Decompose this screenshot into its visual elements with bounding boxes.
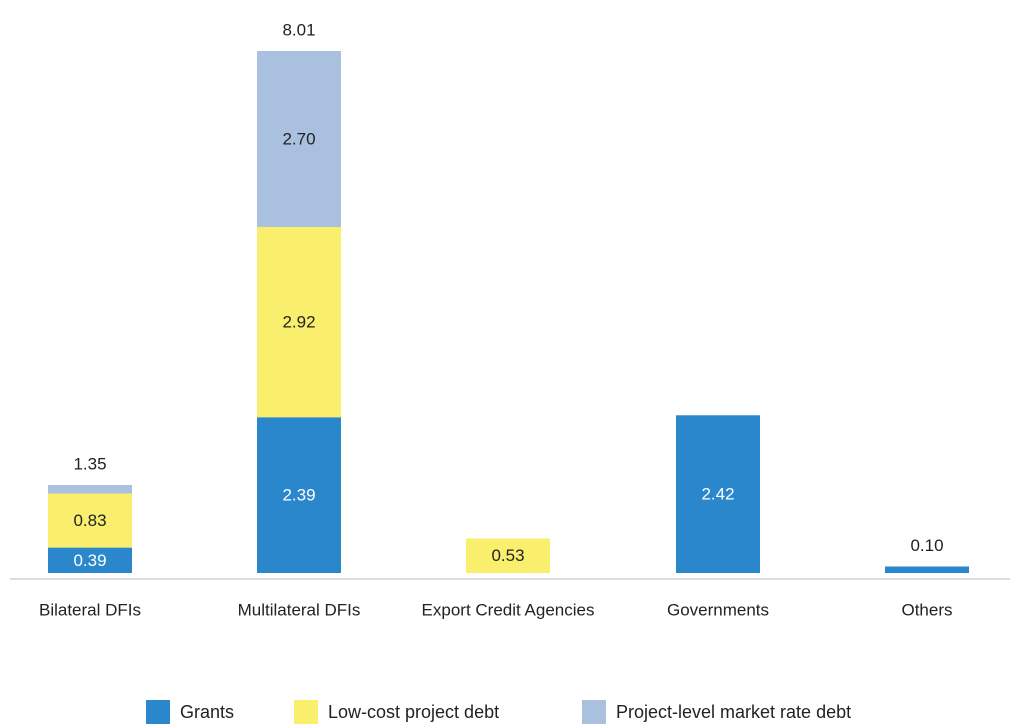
category-label-bilateral-dfis: Bilateral DFIs [39, 601, 141, 620]
legend-swatch-grants [146, 700, 170, 724]
bar-others-grants [885, 566, 969, 573]
legend-swatch-low-cost-project-debt [294, 700, 318, 724]
legend-item-grants: Grants [146, 700, 234, 724]
legend: Grants Low-cost project debt Project-lev… [0, 700, 1021, 724]
segment-label-governments-grants: 2.42 [701, 485, 734, 504]
segment-label-multilateral-dfis-grants: 2.39 [282, 486, 315, 505]
legend-swatch-project-level-market-rate-debt [582, 700, 606, 724]
bar-bilateral-dfis-grants [48, 547, 132, 573]
legend-label-project-level-market-rate-debt: Project-level market rate debt [616, 701, 852, 722]
stacked-bar-chart: 0.39 0.83 1.35 Bilateral DFIs 2.39 2.92 2.70 8.… [10, 21, 1010, 620]
labels-group: 0.39 0.83 1.35 Bilateral DFIs 2.39 2.92 2.70 8.… [39, 21, 953, 620]
bar-multilateral-dfis-grants [257, 417, 341, 573]
category-label-others: Others [901, 601, 952, 620]
legend-label-low-cost-project-debt: Low-cost project debt [328, 701, 500, 722]
legend-label-grants: Grants [180, 701, 235, 722]
bar-bilateral-dfis-project-level-market-rate-debt [48, 485, 132, 494]
total-label-bilateral-dfis: 1.35 [73, 455, 106, 474]
segment-label-multilateral-dfis-low-cost-project-debt: 2.92 [282, 313, 315, 332]
category-label-multilateral-dfis: Multilateral DFIs [238, 601, 361, 620]
segment-label-multilateral-dfis-project-level-market-rate-debt: 2.70 [282, 129, 315, 148]
segment-label-bilateral-dfis-grants: 0.39 [73, 551, 106, 570]
bar-bilateral-dfis-low-cost-project-debt [48, 493, 132, 548]
segment-label-export-credit-agencies-low-cost-project-debt: 0.53 [491, 546, 524, 565]
legend-item-project-level-market-rate-debt: Project-level market rate debt [582, 700, 851, 724]
total-label-multilateral-dfis: 8.01 [282, 21, 315, 40]
bar-multilateral-dfis-project-level-market-rate-debt [257, 51, 341, 227]
total-label-others: 0.10 [910, 536, 943, 555]
segment-label-bilateral-dfis-low-cost-project-debt: 0.83 [73, 511, 106, 530]
bar-multilateral-dfis-low-cost-project-debt [257, 226, 341, 418]
category-label-governments: Governments [667, 601, 769, 620]
category-label-export-credit-agencies: Export Credit Agencies [422, 601, 595, 620]
bar-governments-grants [676, 415, 760, 573]
legend-item-low-cost-project-debt: Low-cost project debt [294, 700, 499, 724]
bar-export-credit-agencies-low-cost-project-debt [466, 538, 550, 573]
bars-group [48, 51, 969, 573]
